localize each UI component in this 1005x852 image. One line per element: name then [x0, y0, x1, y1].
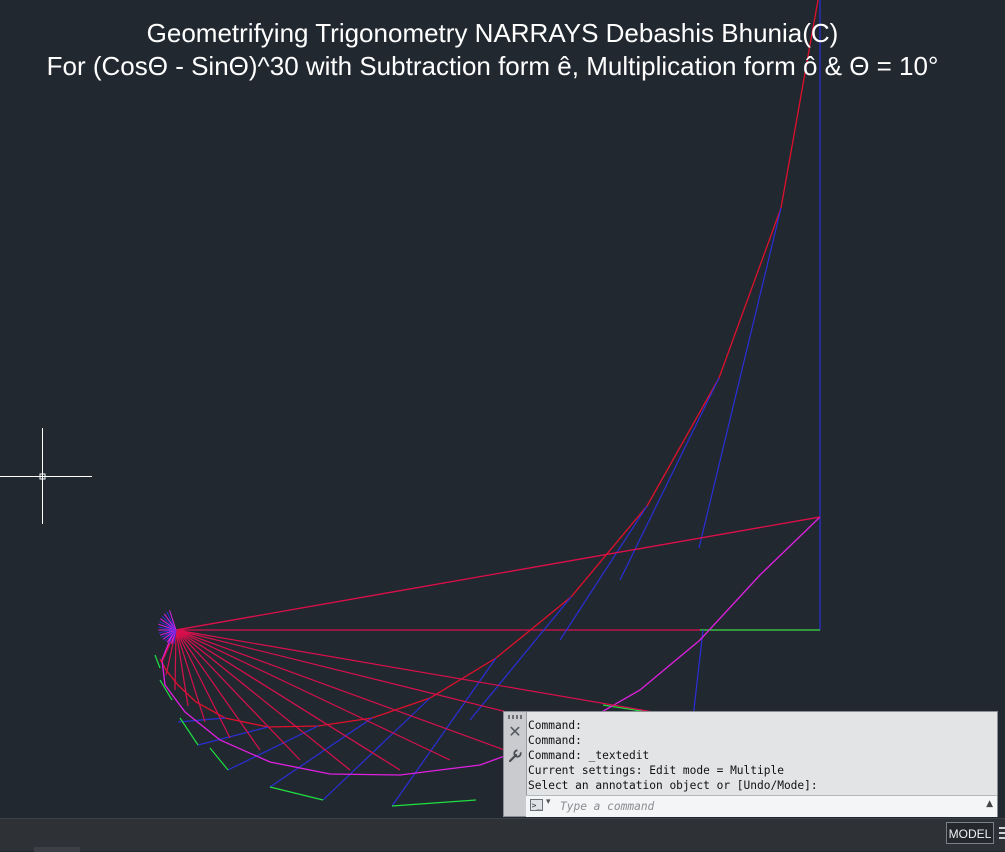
command-history-line: Command: _textedit — [528, 749, 650, 762]
fan-ray-line — [175, 516, 821, 631]
fan-ray-line — [175, 629, 231, 739]
green-construction-line — [179, 717, 199, 746]
status-bar: MODEL — [0, 818, 1005, 852]
blue-construction-line — [322, 697, 431, 801]
fan-ray-line — [174, 629, 177, 691]
command-prompt-button[interactable]: >_ ▾ — [530, 797, 558, 813]
drawing-title-line-2: For (CosΘ - SinΘ)^30 with Subtraction fo… — [46, 51, 939, 81]
magenta-arc — [161, 516, 821, 776]
recent-commands-button[interactable]: ▲ — [986, 799, 993, 809]
apex-tick-line — [169, 610, 177, 631]
blue-construction-line — [391, 657, 497, 807]
blue-construction-line — [227, 725, 319, 771]
red-spiral-polyline — [159, 0, 819, 728]
command-history-line: Command: — [528, 734, 582, 747]
fan-ray-line — [175, 629, 701, 721]
fan-ray-line — [175, 629, 206, 723]
fan-ray-line — [175, 629, 261, 751]
fan-ray-line — [175, 629, 451, 761]
command-history-line: Command: — [528, 719, 582, 732]
layout-tab-indicator[interactable] — [34, 847, 80, 852]
crosshair-cursor-icon — [0, 428, 92, 524]
blue-construction-line — [559, 505, 648, 641]
fan-ray-line — [175, 629, 301, 761]
blue-construction-line — [619, 377, 720, 581]
green-construction-line — [391, 799, 477, 807]
blue-construction-line — [197, 726, 269, 746]
green-construction-line — [209, 747, 229, 771]
command-input[interactable] — [560, 797, 980, 815]
apex-tick-line — [160, 618, 177, 631]
drawing-title-line-1: Geometrifying Trigonometry NARRAYS Debas… — [146, 18, 839, 48]
command-window[interactable]: ✕ Command: Command: Command: _textedit Curr… — [503, 711, 998, 817]
green-construction-line — [154, 654, 161, 669]
drawing-canvas[interactable] — [0, 0, 1005, 818]
command-history-line: Select an annotation object or [Undo/Mod… — [528, 779, 818, 792]
wrench-icon[interactable] — [507, 748, 523, 764]
apex-tick-line — [166, 611, 177, 631]
command-history-line: Current settings: Edit mode = Multiple — [528, 764, 784, 777]
close-icon[interactable]: ✕ — [508, 722, 522, 741]
grip-handle-icon[interactable] — [508, 715, 522, 719]
apex-tick-line — [161, 615, 177, 631]
blue-construction-line — [269, 717, 373, 788]
fan-ray-line — [175, 629, 189, 707]
fan-ray-line — [175, 629, 351, 771]
green-construction-line — [269, 786, 324, 801]
drawing-viewport[interactable]: Geometrifying Trigonometry NARRAYS Debas… — [0, 0, 1005, 818]
command-window-grip[interactable]: ✕ — [504, 712, 527, 816]
green-construction-line — [159, 679, 173, 701]
model-space-button[interactable]: MODEL — [946, 822, 994, 844]
blue-construction-line — [177, 717, 226, 723]
blue-construction-line — [692, 629, 704, 719]
command-input-bar[interactable]: >_ ▾ ▲ — [526, 795, 997, 817]
blue-construction-line — [698, 207, 782, 549]
customization-menu-icon[interactable] — [998, 823, 1005, 843]
chevron-down-icon: ▾ — [546, 797, 551, 807]
fan-ray-line — [175, 629, 511, 753]
command-history: Command: Command: Command: _textedit Curren… — [528, 718, 995, 793]
blue-construction-line — [469, 596, 572, 721]
fan-ray-line — [175, 629, 401, 771]
apex-tick-line — [163, 613, 177, 631]
command-prompt-icon: >_ — [530, 799, 543, 811]
